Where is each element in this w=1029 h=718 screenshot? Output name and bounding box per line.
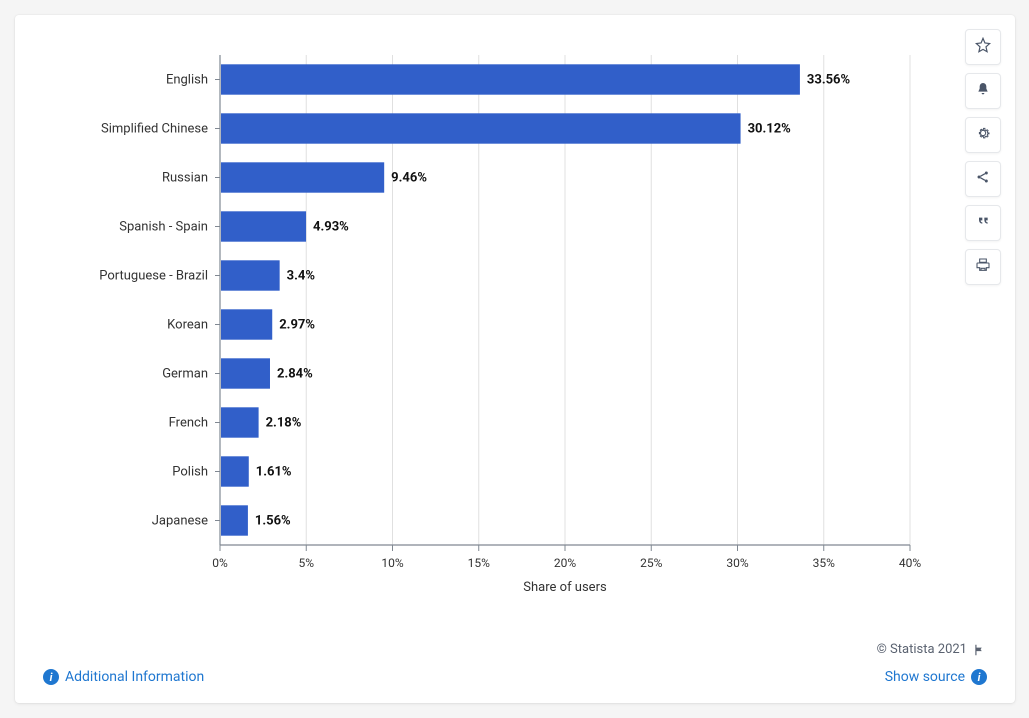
additional-info-label: Additional Information (65, 669, 204, 685)
bar[interactable] (221, 358, 270, 388)
flag-icon (973, 643, 987, 657)
category-label: Portuguese - Brazil (99, 269, 208, 284)
bar[interactable] (221, 162, 384, 192)
bell-icon (975, 81, 991, 101)
cite-button[interactable] (965, 205, 1001, 241)
svg-text:5%: 5% (298, 556, 314, 570)
bar[interactable] (221, 407, 259, 437)
svg-text:25%: 25% (640, 556, 662, 570)
svg-text:0%: 0% (212, 556, 228, 570)
settings-button[interactable] (965, 117, 1001, 153)
bar[interactable] (221, 260, 280, 290)
chart-card: 0% 5% 10% 15% 20% 25% 30% 35% 40% English 33.56% Si… (15, 15, 1015, 703)
footer-right: © Statista 2021 Show source i (877, 642, 987, 685)
bar[interactable] (221, 113, 741, 143)
bar-value-label: 1.61% (256, 465, 292, 480)
bar[interactable] (221, 309, 272, 339)
quote-icon (975, 213, 991, 233)
info-icon: i (971, 669, 987, 685)
show-source-label: Show source (885, 669, 965, 685)
favorite-button[interactable] (965, 29, 1001, 65)
share-icon (975, 169, 991, 189)
bar[interactable] (221, 505, 248, 535)
card-footer: i Additional Information © Statista 2021… (43, 642, 987, 685)
additional-info-link[interactable]: i Additional Information (43, 669, 204, 685)
bar[interactable] (221, 64, 800, 94)
bar-value-label: 30.12% (748, 122, 792, 137)
side-toolbar (965, 29, 1001, 285)
category-label: Simplified Chinese (101, 122, 208, 137)
print-button[interactable] (965, 249, 1001, 285)
svg-text:10%: 10% (381, 556, 403, 570)
category-label: German (162, 367, 208, 382)
category-label: English (166, 73, 208, 88)
bar-value-label: 9.46% (391, 171, 427, 186)
chart-area: 0% 5% 10% 15% 20% 25% 30% 35% 40% English 33.56% Si… (45, 45, 935, 605)
category-label: Korean (167, 318, 208, 333)
share-button[interactable] (965, 161, 1001, 197)
bar-value-label: 2.84% (277, 367, 313, 382)
category-label: Russian (162, 171, 208, 186)
copyright-label: © Statista 2021 (877, 642, 967, 657)
bar[interactable] (221, 211, 306, 241)
notify-button[interactable] (965, 73, 1001, 109)
category-label: Japanese (152, 514, 208, 529)
svg-text:40%: 40% (899, 556, 921, 570)
svg-text:15%: 15% (468, 556, 490, 570)
category-label: Polish (172, 465, 208, 480)
bar-value-label: 3.4% (287, 269, 316, 284)
info-icon: i (43, 669, 59, 685)
x-axis-title: Share of users (523, 580, 607, 595)
category-label: Spanish - Spain (119, 220, 208, 235)
bar-chart: 0% 5% 10% 15% 20% 25% 30% 35% 40% English 33.56% Si… (45, 45, 935, 605)
copyright-text: © Statista 2021 (877, 642, 987, 657)
svg-text:35%: 35% (813, 556, 835, 570)
bar-value-label: 2.97% (279, 318, 315, 333)
bar-value-label: 33.56% (807, 73, 851, 88)
print-icon (975, 257, 991, 277)
star-icon (975, 37, 991, 57)
bar-value-label: 2.18% (266, 416, 302, 431)
bar[interactable] (221, 456, 249, 486)
bar-value-label: 1.56% (255, 514, 291, 529)
gear-icon (975, 125, 991, 145)
svg-text:20%: 20% (554, 556, 576, 570)
category-label: French (169, 416, 208, 431)
bar-value-label: 4.93% (313, 220, 349, 235)
show-source-link[interactable]: Show source i (885, 669, 987, 685)
svg-text:30%: 30% (726, 556, 748, 570)
